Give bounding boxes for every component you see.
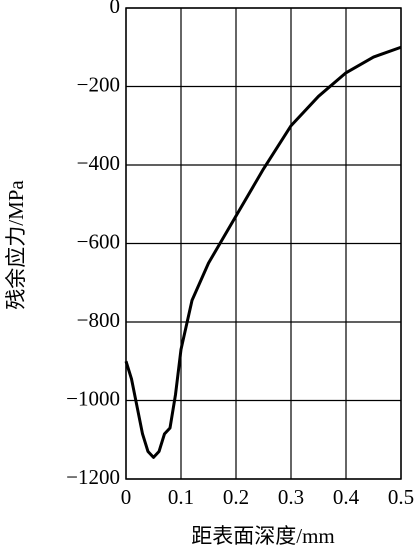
x-tick-label: 0.1 [168, 485, 194, 509]
x-tick-label: 0.5 [388, 485, 414, 509]
x-tick-label: 0.3 [278, 485, 304, 509]
line [124, 45, 402, 459]
y-tick-label: −200 [77, 72, 120, 96]
x-tick-label: 0.4 [333, 485, 360, 509]
y-tick-label: −800 [77, 308, 120, 332]
x-tick-label: 0 [121, 485, 132, 509]
y-tick-label: −1200 [66, 465, 120, 489]
x-axis-label: 距表面深度/mm [191, 524, 335, 548]
y-tick-label: −1000 [66, 386, 120, 410]
x-tick-label: 0.2 [223, 485, 249, 509]
y-axis-label: 残余应力/MPa [4, 180, 28, 310]
y-tick-label: −400 [77, 151, 120, 175]
y-tick-label: −600 [77, 229, 120, 253]
y-tick-label: 0 [110, 0, 121, 18]
